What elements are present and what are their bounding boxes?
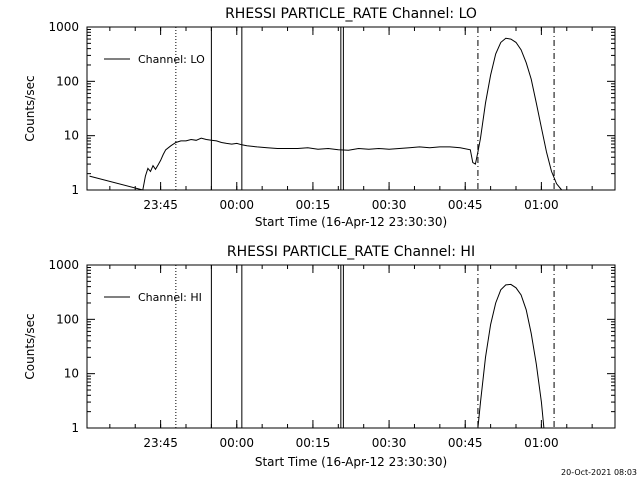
panel-1-y-tick-label: 1: [71, 183, 79, 197]
panel-2-x-tick-label: 00:30: [372, 436, 407, 450]
panel-1-x-tick-label: 00:45: [448, 198, 483, 212]
panel-1-y-tick-label: 1000: [48, 20, 79, 34]
panel-1-y-axis-label: Counts/sec: [23, 75, 37, 141]
panel-1-x-tick-label: 00:30: [372, 198, 407, 212]
panel-2-chart-title: RHESSI PARTICLE_RATE Channel: HI: [227, 244, 475, 260]
panel-1-x-tick-label: 00:00: [219, 198, 254, 212]
panel-2-y-tick-label: 10: [64, 367, 79, 381]
panel-2-series-line: [477, 283, 545, 429]
panel-2-legend-entry: Channel: HI: [138, 291, 202, 304]
panel-2-x-tick-label: 00:45: [448, 436, 483, 450]
panel-2-x-tick-label: 01:00: [524, 436, 559, 450]
panel-1-x-tick-label: 00:15: [296, 198, 331, 212]
panel-2-x-axis-label: Start Time (16-Apr-12 23:30:30): [255, 455, 447, 469]
timestamp: 20-Oct-2021 08:03: [561, 468, 637, 477]
panel-1-legend-entry: Channel: LO: [138, 53, 205, 66]
panel-2-x-tick-label: 00:15: [296, 436, 331, 450]
panel-1-x-tick-label: 23:45: [143, 198, 178, 212]
panel-2-x-tick-label: 00:00: [219, 436, 254, 450]
panel-1-y-tick-label: 100: [56, 74, 79, 88]
panel-2-y-tick-label: 1: [71, 421, 79, 435]
panel-1-plot-frame: [86, 26, 616, 191]
panel-1-x-tick-label: 01:00: [524, 198, 559, 212]
panel-2-plot-frame: [86, 264, 616, 429]
panel-2-x-tick-label: 23:45: [143, 436, 178, 450]
panel-1-series-line: [89, 37, 563, 191]
panel-1-chart-title: RHESSI PARTICLE_RATE Channel: LO: [225, 6, 477, 22]
panel-1-x-axis-label: Start Time (16-Apr-12 23:30:30): [255, 215, 447, 229]
panel-2-y-tick-label: 1000: [48, 258, 79, 272]
panel-2-y-axis-label: Counts/sec: [23, 313, 37, 379]
panel-1-y-tick-label: 10: [64, 129, 79, 143]
panel-2-y-tick-label: 100: [56, 312, 79, 326]
